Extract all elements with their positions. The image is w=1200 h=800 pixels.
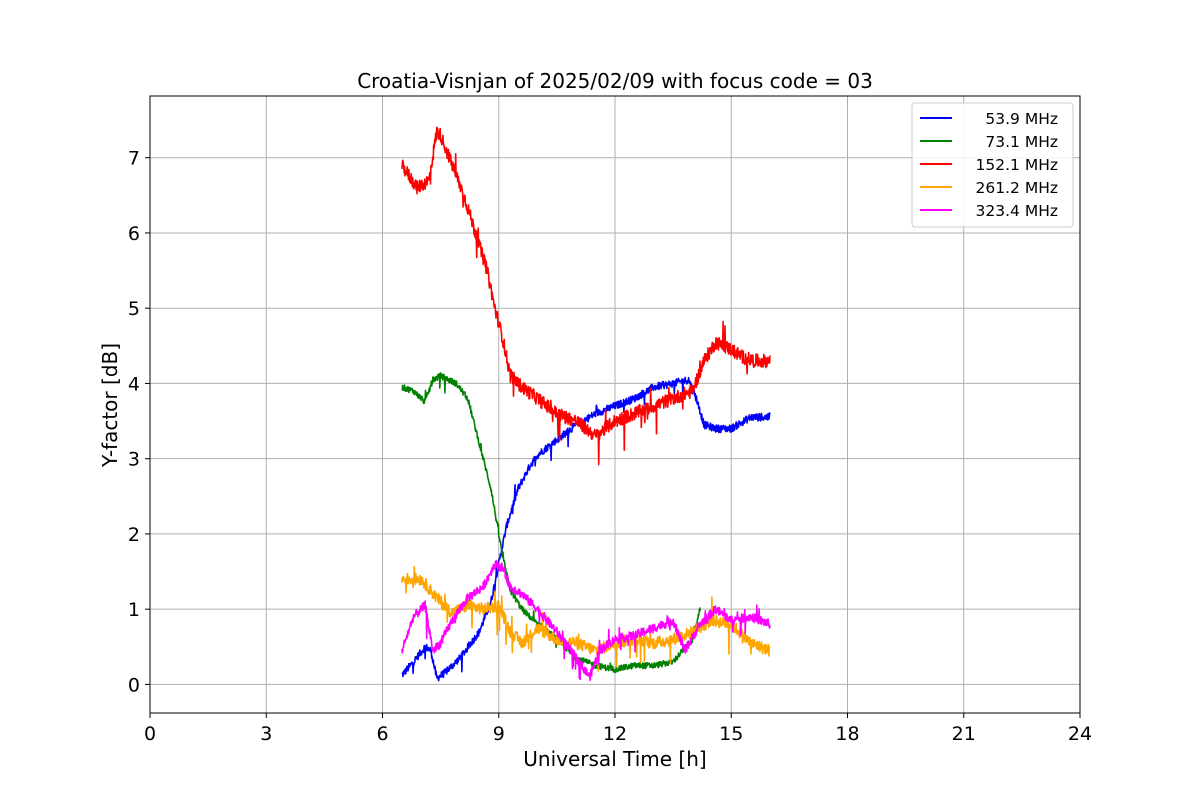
y-tick-label: 0 bbox=[128, 674, 140, 696]
series-line bbox=[401, 376, 771, 682]
y-tick-label: 1 bbox=[128, 599, 140, 621]
x-tick-label: 12 bbox=[603, 723, 627, 745]
series-line bbox=[401, 126, 771, 466]
x-tick-label: 21 bbox=[952, 723, 976, 745]
legend-label: 261.2 MHz bbox=[976, 179, 1058, 197]
legend-label: 73.1 MHz bbox=[985, 133, 1058, 151]
x-tick-label: 24 bbox=[1068, 723, 1092, 745]
x-tick-label: 3 bbox=[260, 723, 272, 745]
y-tick-label: 2 bbox=[128, 524, 140, 546]
legend-label: 152.1 MHz bbox=[976, 156, 1058, 174]
y-tick-label: 4 bbox=[128, 373, 140, 395]
chart-title: Croatia-Visnjan of 2025/02/09 with focus… bbox=[357, 69, 873, 93]
y-axis-label: Y-factor [dB] bbox=[98, 343, 122, 468]
legend-box bbox=[911, 102, 1074, 228]
series-line bbox=[401, 565, 771, 672]
legend-label: 323.4 MHz bbox=[976, 202, 1058, 220]
x-tick-label: 9 bbox=[493, 723, 505, 745]
x-tick-label: 0 bbox=[144, 723, 156, 745]
y-tick-label: 3 bbox=[128, 449, 140, 471]
series-layer bbox=[401, 126, 771, 682]
series-line bbox=[401, 372, 701, 674]
x-tick-label: 18 bbox=[835, 723, 859, 745]
series-line bbox=[401, 559, 771, 682]
x-tick-label: 15 bbox=[719, 723, 743, 745]
y-tick-label: 6 bbox=[128, 223, 140, 245]
x-axis-label: Universal Time [h] bbox=[523, 747, 706, 771]
y-tick-label: 5 bbox=[128, 298, 140, 320]
y-tick-label: 7 bbox=[128, 148, 140, 170]
legend-label: 53.9 MHz bbox=[985, 110, 1058, 128]
legend: 53.9 MHz 73.1 MHz 152.1 MHz 261.2 MHz 323.4 … bbox=[911, 102, 1074, 228]
grid bbox=[150, 96, 1080, 713]
x-tick-label: 6 bbox=[376, 723, 388, 745]
